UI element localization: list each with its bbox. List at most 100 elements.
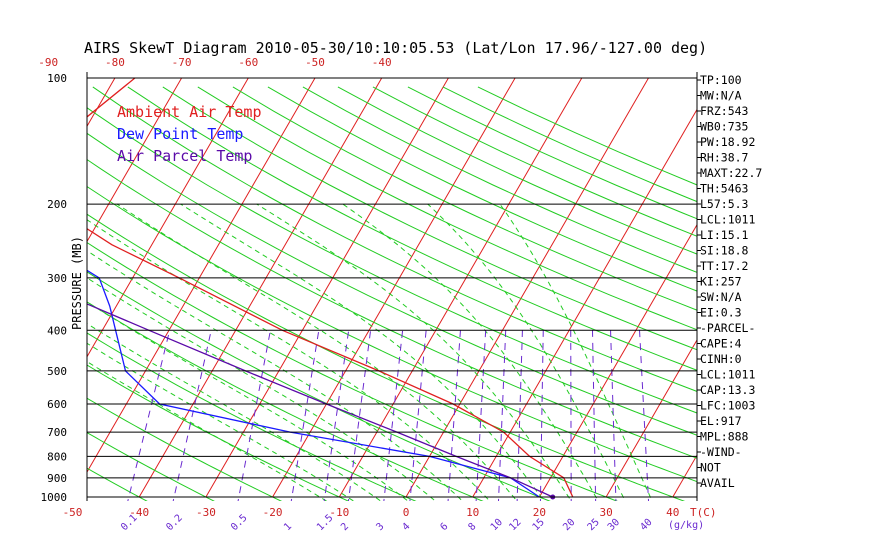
dry-adiabat-line xyxy=(92,86,697,392)
isotherm-line xyxy=(87,77,183,243)
mixing-ratio-tick-label: 4 xyxy=(400,521,412,533)
stability-index-label: LFC:1003 xyxy=(700,399,755,413)
dry-adiabat-line xyxy=(87,213,686,501)
dry-adiabat-line xyxy=(87,397,283,501)
dry-adiabat-line xyxy=(302,86,697,273)
legend-item: Ambient Air Temp xyxy=(117,103,262,121)
moist-adiabat-line xyxy=(256,203,572,501)
dry-adiabat-line xyxy=(87,271,551,501)
moist-adiabat-line xyxy=(116,203,518,501)
stability-index-label: RH:38.7 xyxy=(700,151,749,165)
stability-index-label: LCL:1011 xyxy=(700,368,755,382)
bottom-temp-tick-label: 30 xyxy=(599,506,612,519)
moist-adiabat-line xyxy=(180,203,545,501)
dry-adiabat-line xyxy=(87,332,417,501)
mixing-ratio-line xyxy=(172,330,212,501)
dry-adiabat-line xyxy=(162,86,697,351)
stability-index-label: TH:5463 xyxy=(700,182,749,196)
mixing-ratio-tick-label: 1 xyxy=(282,521,294,533)
legend-item: Air Parcel Temp xyxy=(117,147,252,165)
mixing-ratio-line xyxy=(516,330,523,501)
stability-index-label: FRZ:543 xyxy=(700,104,749,118)
stability-index-label: PW:18.92 xyxy=(700,135,755,149)
top-temp-tick-label: -40 xyxy=(372,56,392,69)
dry-adiabat-line xyxy=(87,301,484,501)
pressure-tick-label: 500 xyxy=(47,365,67,378)
mixing-ratio-line xyxy=(323,330,350,501)
stability-index-label: LI:15.1 xyxy=(700,228,749,242)
top-temp-tick-label: -90 xyxy=(38,56,58,69)
isotherm-line xyxy=(338,77,583,498)
moist-adiabat-line xyxy=(342,203,599,501)
isotherm-line xyxy=(538,223,697,498)
stability-index-label: L57:5.3 xyxy=(700,197,749,211)
stability-index-label: NOT xyxy=(700,461,721,475)
pressure-tick-label: 600 xyxy=(47,398,67,411)
pressure-tick-label: 900 xyxy=(47,472,67,485)
moist-adiabat-line xyxy=(87,219,491,501)
moist-adiabat-line xyxy=(87,250,464,501)
stability-index-label: AVAIL xyxy=(700,476,735,490)
mixing-ratio-tick-label: 6 xyxy=(438,521,450,533)
mixing-ratio-tick-label: 15 xyxy=(531,517,547,533)
top-temp-tick-label: -70 xyxy=(172,56,192,69)
isotherm-line xyxy=(205,77,449,498)
mixing-ratio-line xyxy=(383,330,404,501)
stability-index-label: CAP:13.3 xyxy=(700,383,755,397)
mixing-ratio-tick-label: 8 xyxy=(466,521,478,533)
stability-index-label: CINH:0 xyxy=(700,352,742,366)
top-temp-tick-label: -50 xyxy=(305,56,325,69)
stability-index-label: WB0:735 xyxy=(700,120,748,134)
dry-adiabat-line xyxy=(267,86,697,292)
stability-index-label: MW:N/A xyxy=(700,89,742,103)
dry-adiabat-line xyxy=(407,86,697,220)
mixing-ratio-line xyxy=(347,330,372,501)
mixing-ratio-tick-label: 20 xyxy=(561,517,577,533)
mixing-ratio-line xyxy=(127,330,171,501)
stability-index-label: MPL:888 xyxy=(700,430,749,444)
mixing-ratio-line xyxy=(610,330,617,501)
stability-index-label: TT:17.2 xyxy=(700,259,748,273)
bottom-temp-tick-label: -10 xyxy=(329,506,349,519)
moist-adiabat-line xyxy=(87,301,409,501)
moist-adiabat-line xyxy=(87,322,382,501)
mixing-ratio-tick-label: 2 xyxy=(339,521,351,533)
stability-index-label: EL:917 xyxy=(700,414,742,428)
dry-adiabat-line xyxy=(87,132,697,436)
mixing-ratio-tick-label: 40 xyxy=(638,517,654,533)
mixing-ratio-line xyxy=(447,330,461,501)
stability-index-label: LCL:1011 xyxy=(700,213,755,227)
dry-adiabat-line xyxy=(337,86,697,255)
y-axis-label: PRESSURE (MB) xyxy=(70,236,84,330)
bottom-temp-tick-label: -50 xyxy=(63,506,83,519)
mixing-ratio-tick-label: 10 xyxy=(489,517,505,533)
mixing-ratio-line xyxy=(237,330,271,501)
mixing-ratio-tick-label: 0.2 xyxy=(164,513,185,534)
mixing-ratio-line xyxy=(497,330,507,501)
stability-index-label: TP:100 xyxy=(700,73,742,87)
moist-adiabat-line xyxy=(427,203,626,501)
stability-index-label: -WIND- xyxy=(700,445,742,459)
mixing-ratio-line xyxy=(290,330,320,501)
pressure-tick-label: 700 xyxy=(47,426,67,439)
top-temp-tick-label: -80 xyxy=(105,56,125,69)
dry-adiabat-line xyxy=(87,107,697,414)
mixing-ratio-unit-label: (g/kg) xyxy=(668,520,704,531)
stability-index-label: KI:257 xyxy=(700,275,742,289)
dry-adiabat-line xyxy=(232,86,697,311)
temp-unit-label: T(C) xyxy=(690,506,717,519)
bottom-temp-tick-label: 20 xyxy=(533,506,546,519)
stability-index-label: CAPE:4 xyxy=(700,337,742,351)
isotherm-line xyxy=(740,78,870,497)
bottom-temp-tick-label: -40 xyxy=(129,506,149,519)
moist-adiabat-line xyxy=(499,203,653,501)
mixing-ratio-line xyxy=(591,330,597,501)
series-line xyxy=(87,77,574,498)
bottom-temp-tick-label: 10 xyxy=(466,506,479,519)
mixing-ratio-line xyxy=(475,330,487,501)
mixing-ratio-tick-label: 0.5 xyxy=(229,513,250,534)
stability-index-label: -PARCEL- xyxy=(700,321,755,335)
bottom-temp-tick-label: 40 xyxy=(666,506,679,519)
mixing-ratio-tick-label: 3 xyxy=(374,521,386,533)
